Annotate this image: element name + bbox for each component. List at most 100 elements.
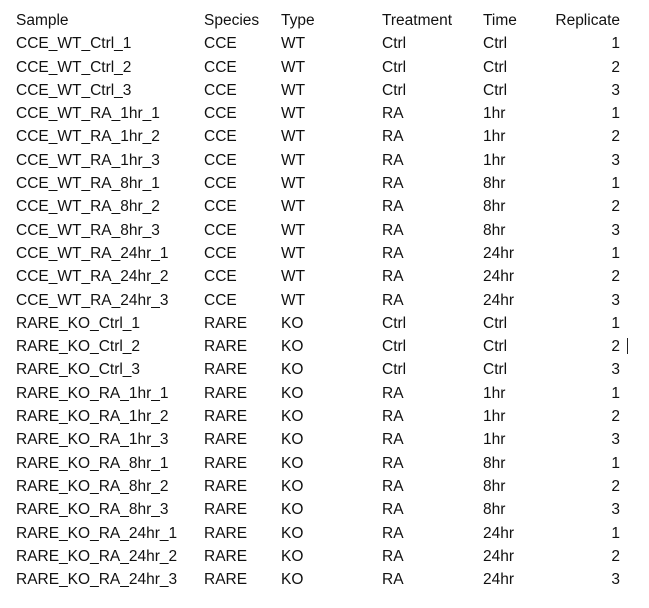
- cell-time: 24hr: [483, 291, 515, 309]
- cell-treatment: RA: [382, 175, 404, 193]
- cell-time: 8hr: [483, 477, 506, 495]
- cell-treatment: RA: [382, 105, 404, 123]
- cell-type: KO: [281, 501, 304, 519]
- cell-type: KO: [281, 384, 304, 402]
- cell-treatment: RA: [382, 524, 404, 542]
- cell-replicate: 2: [611, 198, 620, 216]
- cell-type: WT: [281, 198, 306, 216]
- cell-time: Ctrl: [483, 314, 508, 332]
- cell-type: KO: [281, 338, 304, 356]
- cell-replicate: 1: [611, 524, 620, 542]
- cell-time: Ctrl: [483, 81, 508, 99]
- table-row: CCE_WT_RA_8hr_3 CCE WT RA 8hr 3: [0, 219, 649, 242]
- cell-species: RARE: [204, 431, 248, 449]
- cell-sample: RARE_KO_RA_24hr_3: [16, 571, 178, 589]
- cell-species: RARE: [204, 524, 248, 542]
- cell-replicate: 1: [611, 175, 620, 193]
- table-row: CCE_WT_RA_1hr_1 CCE WT RA 1hr 1: [0, 102, 649, 125]
- cell-time: Ctrl: [483, 361, 508, 379]
- cell-replicate: 2: [611, 268, 620, 286]
- cell-treatment: RA: [382, 268, 404, 286]
- cell-type: WT: [281, 175, 306, 193]
- cell-species: RARE: [204, 547, 248, 565]
- cell-replicate: 1: [611, 314, 620, 332]
- table-row: CCE_WT_RA_24hr_3 CCE WT RA 24hr 3: [0, 289, 649, 312]
- table-row: CCE_WT_RA_8hr_2 CCE WT RA 8hr 2: [0, 195, 649, 218]
- cell-time: 8hr: [483, 454, 506, 472]
- cell-species: CCE: [204, 151, 237, 169]
- header-replicate: Replicate: [555, 12, 620, 29]
- cell-time: 24hr: [483, 524, 515, 542]
- cell-species: RARE: [204, 408, 248, 426]
- cell-treatment: Ctrl: [382, 81, 407, 99]
- cell-time: 1hr: [483, 128, 506, 146]
- cell-time: Ctrl: [483, 338, 508, 356]
- cell-sample: CCE_WT_Ctrl_2: [16, 58, 132, 76]
- cell-type: WT: [281, 221, 306, 239]
- table-header-row: Sample Species Type Treatment Time Repli…: [0, 9, 649, 32]
- cell-type: KO: [281, 361, 304, 379]
- table-body: CCE_WT_Ctrl_1 CCE WT Ctrl Ctrl 1 CCE_WT_Ctrl_2…: [0, 32, 649, 591]
- cell-species: RARE: [204, 384, 248, 402]
- cell-species: CCE: [204, 35, 237, 53]
- cell-species: CCE: [204, 198, 237, 216]
- cell-sample: RARE_KO_RA_1hr_2: [16, 408, 169, 426]
- cell-replicate: 1: [611, 454, 620, 472]
- cell-time: 8hr: [483, 221, 506, 239]
- table-row: CCE_WT_Ctrl_1 CCE WT Ctrl Ctrl 1: [0, 32, 649, 55]
- cell-type: KO: [281, 477, 304, 495]
- table-row: CCE_WT_RA_24hr_1 CCE WT RA 24hr 1: [0, 242, 649, 265]
- cell-sample: CCE_WT_RA_1hr_3: [16, 151, 160, 169]
- cell-sample: CCE_WT_Ctrl_1: [16, 35, 132, 53]
- text-cursor: [627, 338, 628, 354]
- cell-time: 24hr: [483, 268, 515, 286]
- cell-time: Ctrl: [483, 35, 508, 53]
- cell-type: WT: [281, 128, 306, 146]
- cell-species: RARE: [204, 501, 248, 519]
- cell-type: KO: [281, 408, 304, 426]
- cell-species: CCE: [204, 221, 237, 239]
- header-time: Time: [483, 12, 517, 29]
- cell-type: KO: [281, 431, 304, 449]
- table-row: RARE_KO_RA_1hr_3 RARE KO RA 1hr 3: [0, 428, 649, 451]
- cell-treatment: RA: [382, 291, 404, 309]
- cell-sample: RARE_KO_Ctrl_2: [16, 338, 141, 356]
- cell-sample: CCE_WT_RA_24hr_2: [16, 268, 169, 286]
- table-row: CCE_WT_RA_8hr_1 CCE WT RA 8hr 1: [0, 172, 649, 195]
- cell-time: 8hr: [483, 175, 506, 193]
- cell-sample: RARE_KO_RA_1hr_3: [16, 431, 169, 449]
- cell-sample: CCE_WT_Ctrl_3: [16, 81, 132, 99]
- cell-type: WT: [281, 58, 306, 76]
- table-row: RARE_KO_Ctrl_2 RARE KO Ctrl Ctrl 2: [0, 335, 649, 358]
- cell-replicate: 1: [611, 35, 620, 53]
- cell-type: WT: [281, 81, 306, 99]
- cell-replicate: 2: [611, 128, 620, 146]
- cell-treatment: Ctrl: [382, 58, 407, 76]
- cell-replicate: 1: [611, 384, 620, 402]
- cell-type: KO: [281, 547, 304, 565]
- cell-replicate: 3: [611, 151, 620, 169]
- table-row: RARE_KO_Ctrl_1 RARE KO Ctrl Ctrl 1: [0, 312, 649, 335]
- cell-treatment: RA: [382, 221, 404, 239]
- cell-time: 8hr: [483, 501, 506, 519]
- cell-treatment: Ctrl: [382, 361, 407, 379]
- cell-replicate: 2: [611, 338, 620, 356]
- cell-treatment: RA: [382, 384, 404, 402]
- cell-replicate: 1: [611, 244, 620, 262]
- cell-time: 1hr: [483, 105, 506, 123]
- cell-type: WT: [281, 244, 306, 262]
- table-row: CCE_WT_RA_1hr_2 CCE WT RA 1hr 2: [0, 125, 649, 148]
- cell-type: WT: [281, 291, 306, 309]
- cell-sample: RARE_KO_RA_24hr_2: [16, 547, 178, 565]
- cell-treatment: RA: [382, 408, 404, 426]
- cell-replicate: 2: [611, 547, 620, 565]
- cell-type: KO: [281, 454, 304, 472]
- cell-treatment: RA: [382, 244, 404, 262]
- cell-replicate: 1: [611, 105, 620, 123]
- cell-time: Ctrl: [483, 58, 508, 76]
- cell-sample: RARE_KO_RA_24hr_1: [16, 524, 178, 542]
- cell-replicate: 3: [611, 221, 620, 239]
- cell-replicate: 2: [611, 408, 620, 426]
- cell-treatment: Ctrl: [382, 35, 407, 53]
- cell-sample: RARE_KO_Ctrl_1: [16, 314, 141, 332]
